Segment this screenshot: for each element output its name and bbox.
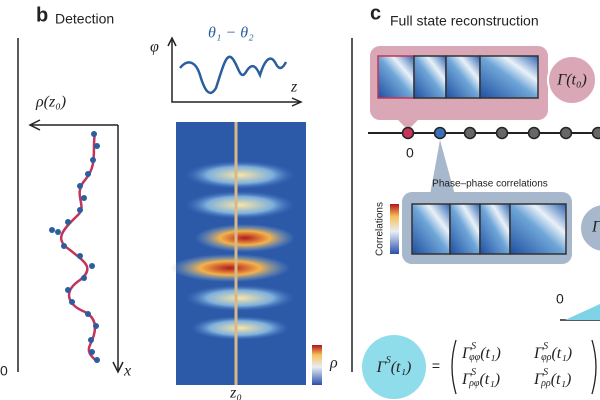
edge-label: 0 [0,363,8,379]
matrix-bracket [451,339,457,395]
curve-label: θ₁ − θ₂ [208,25,254,42]
axis-label: ρ(z₀) [35,94,66,111]
state-squares [377,55,539,99]
gamma-label: Γ(t₀) [556,72,587,89]
gamma-circle [579,203,600,253]
wedge [565,304,600,320]
arrowheads [167,36,303,107]
matrix-entry: ΓS ρρ(t₁) [533,367,571,389]
time-zero: 0 [406,145,414,161]
matrix: ΓS φφ(t₁) ΓS φρ(t₁) ΓS ρφ(t₁) ΓS ρρ(t₁) [461,341,572,389]
data-points [49,131,100,363]
colorbar-label: Correlations [375,202,386,256]
gamma-circle [547,55,597,105]
axis-label: φ [150,39,159,56]
matrix-entry: ΓS ρφ(t₁) [461,367,500,389]
callout-pointer [430,140,455,195]
arrowheads [28,119,124,374]
panel-letter: b [36,4,48,26]
matrix-entry: ΓS φφ(t₁) [461,341,501,363]
axis-label: x [123,363,131,380]
gamma-label: Γ [591,219,600,236]
panel-title: Full state reconstruction [390,13,539,29]
matrix-entry: ΓS φρ(t₁) [533,341,572,363]
panel-title: Detection [55,11,114,27]
colorbar-label: ρ [329,355,338,372]
matrix-bracket [591,339,597,395]
colorbar [312,345,322,385]
axes [32,124,119,370]
equals-sign: = [432,358,440,374]
colorbar [390,204,399,254]
panel-letter: c [370,2,381,24]
phase-curve [179,55,288,95]
correlation-squares [411,203,567,255]
callout-pointer [398,120,418,130]
heatmap-blobs [170,161,295,340]
axis-label: z [290,79,298,96]
time-points [401,126,600,140]
equation-lhs: ΓS(t₁) [376,355,412,375]
gamma-circle [362,335,426,399]
callout-title: Phase–phase correlations [432,179,548,190]
cut-label: z₀ [229,385,242,400]
axis-zero: 0 [556,291,564,307]
axes [171,40,300,103]
